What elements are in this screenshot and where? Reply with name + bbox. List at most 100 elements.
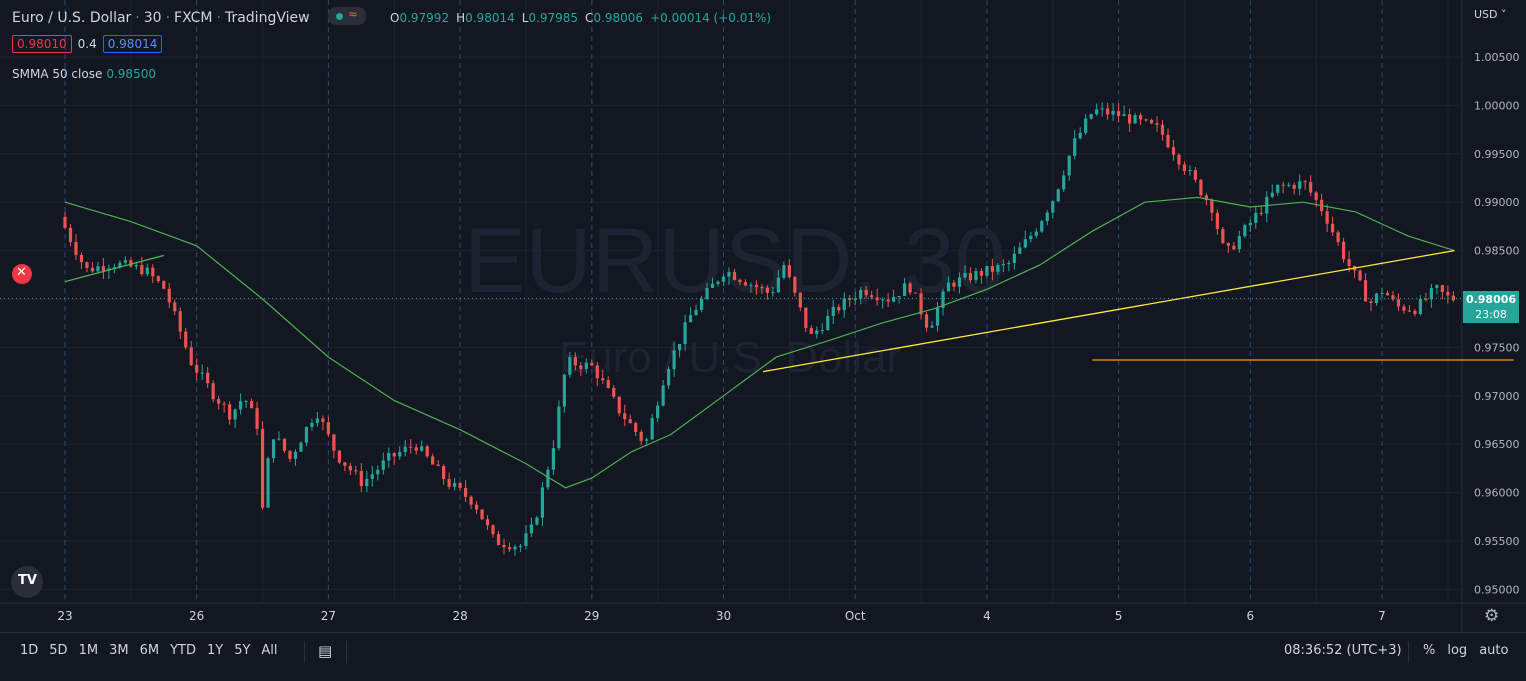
candle-body — [442, 465, 446, 480]
candle-body — [211, 383, 215, 400]
market-status-badge[interactable]: ≈ — [328, 7, 367, 25]
candle-body — [694, 309, 698, 316]
candle-body — [683, 322, 687, 345]
candle-body — [606, 380, 610, 388]
range-all[interactable]: All — [261, 643, 278, 658]
divider — [304, 641, 305, 663]
price-tick-label: 0.95500 — [1474, 535, 1520, 548]
price-tick-label: 1.00000 — [1474, 99, 1520, 112]
candle-body — [167, 288, 171, 303]
candle-body — [1001, 264, 1005, 266]
candle-body — [590, 362, 594, 366]
symbol-name[interactable]: Euro / U.S. Dollar — [12, 10, 132, 26]
range-1y[interactable]: 1Y — [206, 643, 224, 658]
candle-body — [678, 344, 682, 351]
candle-body — [1385, 292, 1390, 296]
candle-body — [1254, 212, 1258, 223]
candle-body — [765, 287, 769, 293]
candle-body — [557, 406, 561, 449]
candle-body — [200, 372, 204, 374]
candle-body — [502, 545, 506, 548]
tradingview-logo-icon[interactable]: TV — [11, 566, 43, 598]
bottom-toolbar: 1D 5D 1M 3M 6M YTD 1Y 5Y All ▤ 08:36:52 (UTC+3) … — [0, 632, 1526, 673]
candle-body — [1089, 114, 1093, 119]
buy-button[interactable]: 0.98014 — [102, 35, 163, 53]
candle-body — [743, 282, 748, 286]
candle-body — [1232, 245, 1236, 250]
range-1d[interactable]: 1D — [20, 643, 39, 658]
scale-option-log[interactable]: log — [1447, 643, 1468, 658]
candle-body — [162, 281, 166, 289]
interval-label[interactable]: 30 — [143, 10, 162, 26]
candle-body — [848, 298, 852, 300]
candle-body — [1193, 170, 1198, 180]
candle-body — [842, 298, 846, 311]
candle-body — [348, 465, 352, 471]
candle-body — [875, 297, 879, 301]
candle-body — [1314, 192, 1318, 200]
candle-body — [935, 307, 940, 326]
calendar-icon[interactable]: ▤ — [318, 642, 333, 660]
candle-body — [206, 372, 210, 384]
candle-body — [1248, 222, 1252, 226]
bar-countdown: 23:08 — [1475, 308, 1507, 321]
candle-body — [1204, 195, 1208, 201]
range-3m[interactable]: 3M — [109, 643, 129, 658]
range-ytd[interactable]: YTD — [170, 643, 196, 658]
candle-body — [178, 311, 182, 332]
candle-body — [628, 419, 632, 424]
scale-option-auto[interactable]: auto — [1479, 643, 1509, 658]
candle-body — [409, 446, 413, 448]
candle-body — [837, 306, 841, 311]
price-chart[interactable]: EURUSD, 30 Euro / U.S. Dollar 0.95000 0.955… — [0, 0, 1526, 632]
range-5y[interactable]: 5Y — [234, 643, 251, 658]
candle-body — [996, 264, 1000, 272]
time-tick-label: 27 — [321, 609, 336, 623]
price-tick-label: 0.96500 — [1474, 438, 1520, 451]
candle-body — [1418, 299, 1423, 315]
candle-body — [924, 314, 929, 328]
candle-body — [1243, 225, 1247, 237]
range-6m[interactable]: 6M — [139, 643, 160, 658]
scale-option-percent[interactable]: % — [1423, 643, 1436, 658]
range-1m[interactable]: 1M — [78, 643, 99, 658]
candle-body — [145, 267, 149, 275]
candle-body — [507, 547, 512, 550]
candle-body — [513, 546, 517, 550]
candle-body — [491, 525, 495, 535]
price-tick-label: 0.97000 — [1474, 390, 1520, 403]
sell-button[interactable]: 0.98010 — [12, 35, 72, 53]
alert-marker-icon[interactable]: ✕ — [12, 264, 32, 284]
candle-body — [123, 260, 127, 263]
candle-body — [1056, 189, 1060, 202]
gear-icon[interactable]: ⚙ — [1484, 606, 1500, 626]
candle-body — [217, 399, 221, 404]
candle-body — [239, 401, 243, 410]
bid-ask-panel: 0.98010 0.4 0.98014 — [12, 35, 163, 53]
candle-body — [1018, 247, 1022, 254]
candle-body — [1259, 212, 1263, 214]
candle-body — [930, 325, 934, 328]
time-tick-label: 28 — [452, 609, 467, 623]
candle-body — [919, 293, 923, 315]
candle-body — [667, 369, 671, 386]
candle-body — [249, 400, 254, 409]
close-label: C — [585, 11, 594, 25]
chevron-down-icon: ˅ — [1497, 8, 1507, 21]
candle-body — [1144, 119, 1148, 121]
clock-display[interactable]: 08:36:52 (UTC+3) — [1284, 643, 1402, 658]
candle-body — [398, 452, 402, 457]
range-5d[interactable]: 5D — [49, 643, 68, 658]
indicator-legend[interactable]: SMMA 50 close 0.98500 — [12, 67, 156, 81]
candle-body — [968, 272, 973, 281]
chart-background — [0, 0, 1526, 632]
candle-body — [1369, 301, 1373, 303]
candle-body — [886, 299, 890, 302]
candle-body — [420, 446, 424, 451]
rising-trendline — [762, 249, 1455, 373]
currency-selector[interactable]: USD ˅ — [1474, 8, 1507, 21]
candle-body — [96, 266, 100, 272]
candle-body — [1402, 306, 1406, 311]
candle-body — [529, 524, 534, 534]
candle-body — [458, 483, 462, 488]
